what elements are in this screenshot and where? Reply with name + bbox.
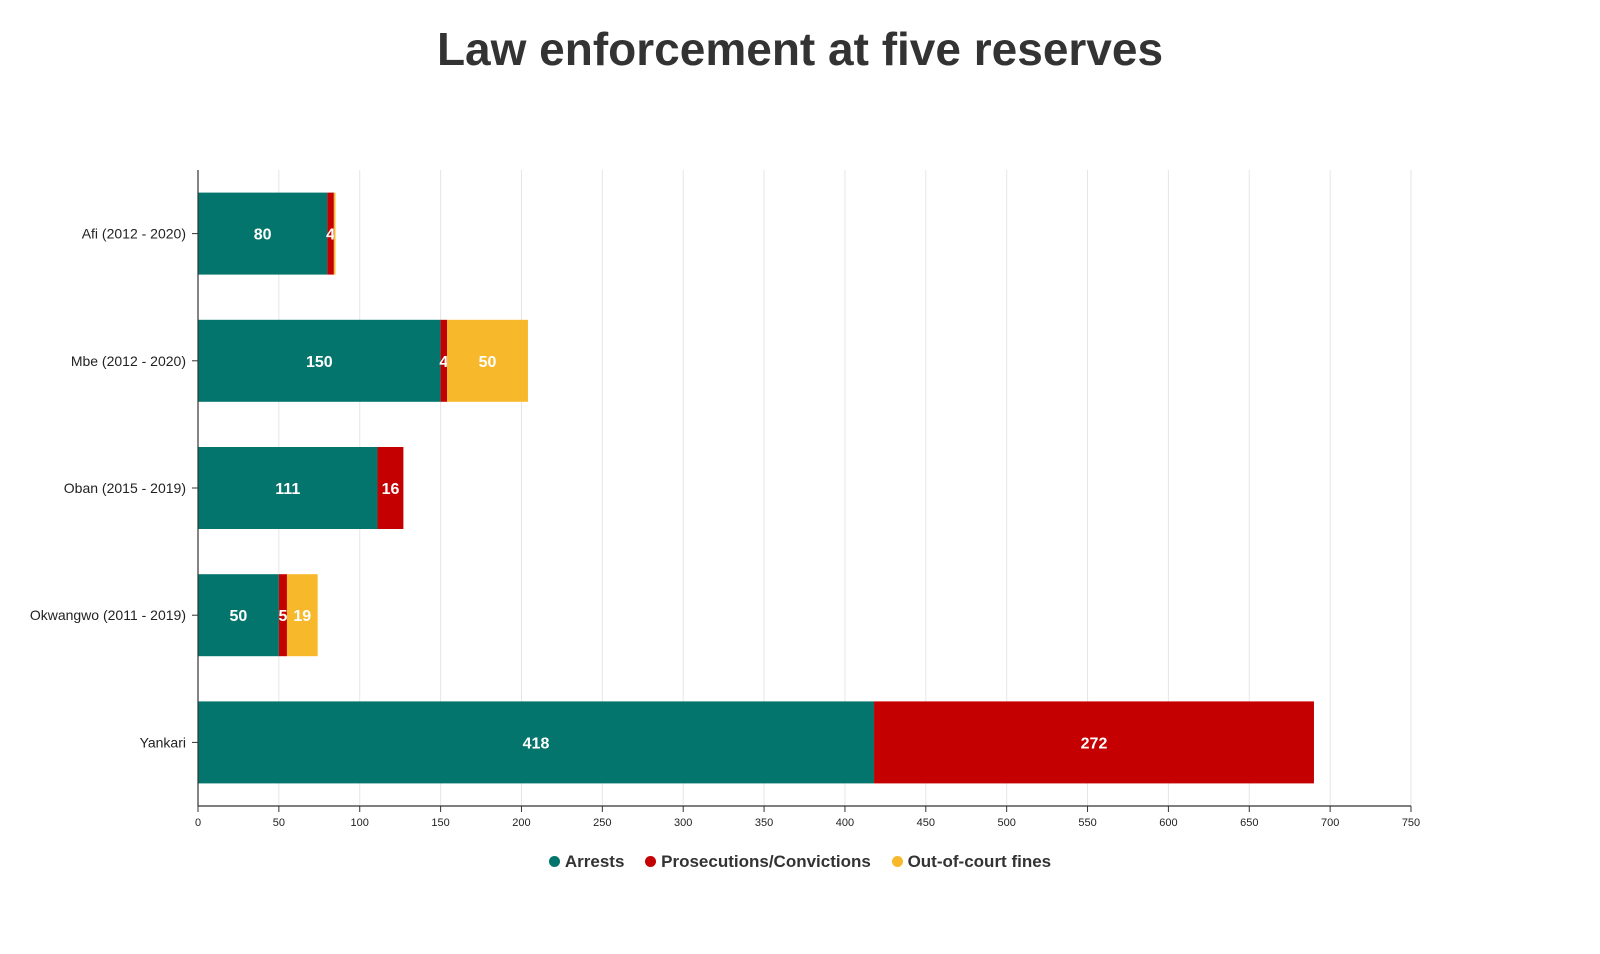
legend-item-prosecutions[interactable]: Prosecutions/Convictions — [645, 852, 871, 872]
chart-title: Law enforcement at five reserves — [436, 23, 1164, 75]
data-label: 272 — [1081, 735, 1108, 752]
bar-prosecutions-convictions — [440, 319, 448, 402]
data-label: 4 — [326, 227, 335, 244]
data-label: 19 — [293, 608, 311, 625]
data-label: 80 — [254, 227, 272, 244]
bar-arrests — [198, 192, 328, 275]
bar-out-of-court-fines — [447, 319, 528, 402]
x-tick-label: 600 — [1159, 817, 1177, 829]
legend-item-fines[interactable]: Out-of-court fines — [891, 852, 1052, 872]
legend: Arrests Prosecutions/Convictions Out-of-… — [0, 852, 1600, 872]
legend-swatch — [645, 856, 657, 868]
x-tick-label: 350 — [755, 817, 773, 829]
data-label: 5 — [278, 608, 287, 625]
y-tick-label: Mbe (2012 - 2020) — [71, 353, 186, 369]
data-label: 50 — [230, 608, 248, 625]
x-tick-label: 750 — [1402, 817, 1420, 829]
x-tick-label: 50 — [273, 817, 285, 829]
bar-prosecutions-convictions — [377, 447, 404, 529]
bar-arrests — [198, 574, 279, 657]
y-tick-label: Oban (2015 - 2019) — [64, 480, 186, 496]
legend-item-arrests[interactable]: Arrests — [548, 852, 625, 872]
legend-label: Prosecutions/Convictions — [661, 852, 871, 871]
y-tick-label: Yankari — [140, 734, 186, 750]
y-tick-label: Okwangwo (2011 - 2019) — [30, 607, 186, 623]
x-tick-label: 250 — [593, 817, 611, 829]
x-tick-label: 450 — [917, 817, 935, 829]
x-tick-label: 500 — [997, 817, 1015, 829]
bar-chart: 0 50 100 150 200 250 300 350 400 450 500 550 600 650 7… — [30, 170, 1420, 829]
x-tick-label: 400 — [836, 817, 854, 829]
x-tick-label: 550 — [1078, 817, 1096, 829]
data-label: 50 — [479, 354, 497, 371]
bar-prosecutions-convictions — [327, 192, 334, 275]
bar-arrests — [198, 701, 875, 784]
bar-out-of-court-fines — [286, 574, 318, 657]
data-label: 4 — [439, 354, 448, 371]
data-label: 111 — [275, 481, 300, 498]
x-tick-label: 200 — [512, 817, 530, 829]
legend-swatch — [891, 856, 903, 868]
x-tick-label: 650 — [1240, 817, 1258, 829]
legend-label: Out-of-court fines — [907, 852, 1052, 871]
bar-arrests — [198, 447, 378, 529]
legend-swatch — [548, 856, 560, 868]
x-tick-label: 100 — [351, 817, 369, 829]
x-tick-label: 0 — [195, 817, 201, 829]
y-tick-label: Afi (2012 - 2020) — [82, 226, 186, 242]
legend-label: Arrests — [564, 852, 625, 871]
x-tick-label: 300 — [674, 817, 692, 829]
bar-prosecutions-convictions — [278, 574, 287, 657]
x-tick-label: 150 — [431, 817, 449, 829]
bar-arrests — [198, 319, 441, 402]
bar-out-of-court-fines — [333, 192, 336, 275]
data-label: 16 — [382, 481, 400, 498]
bar-prosecutions-convictions — [874, 701, 1314, 784]
data-label: 150 — [306, 354, 333, 371]
data-label: 418 — [523, 735, 550, 752]
x-tick-label: 700 — [1321, 817, 1339, 829]
